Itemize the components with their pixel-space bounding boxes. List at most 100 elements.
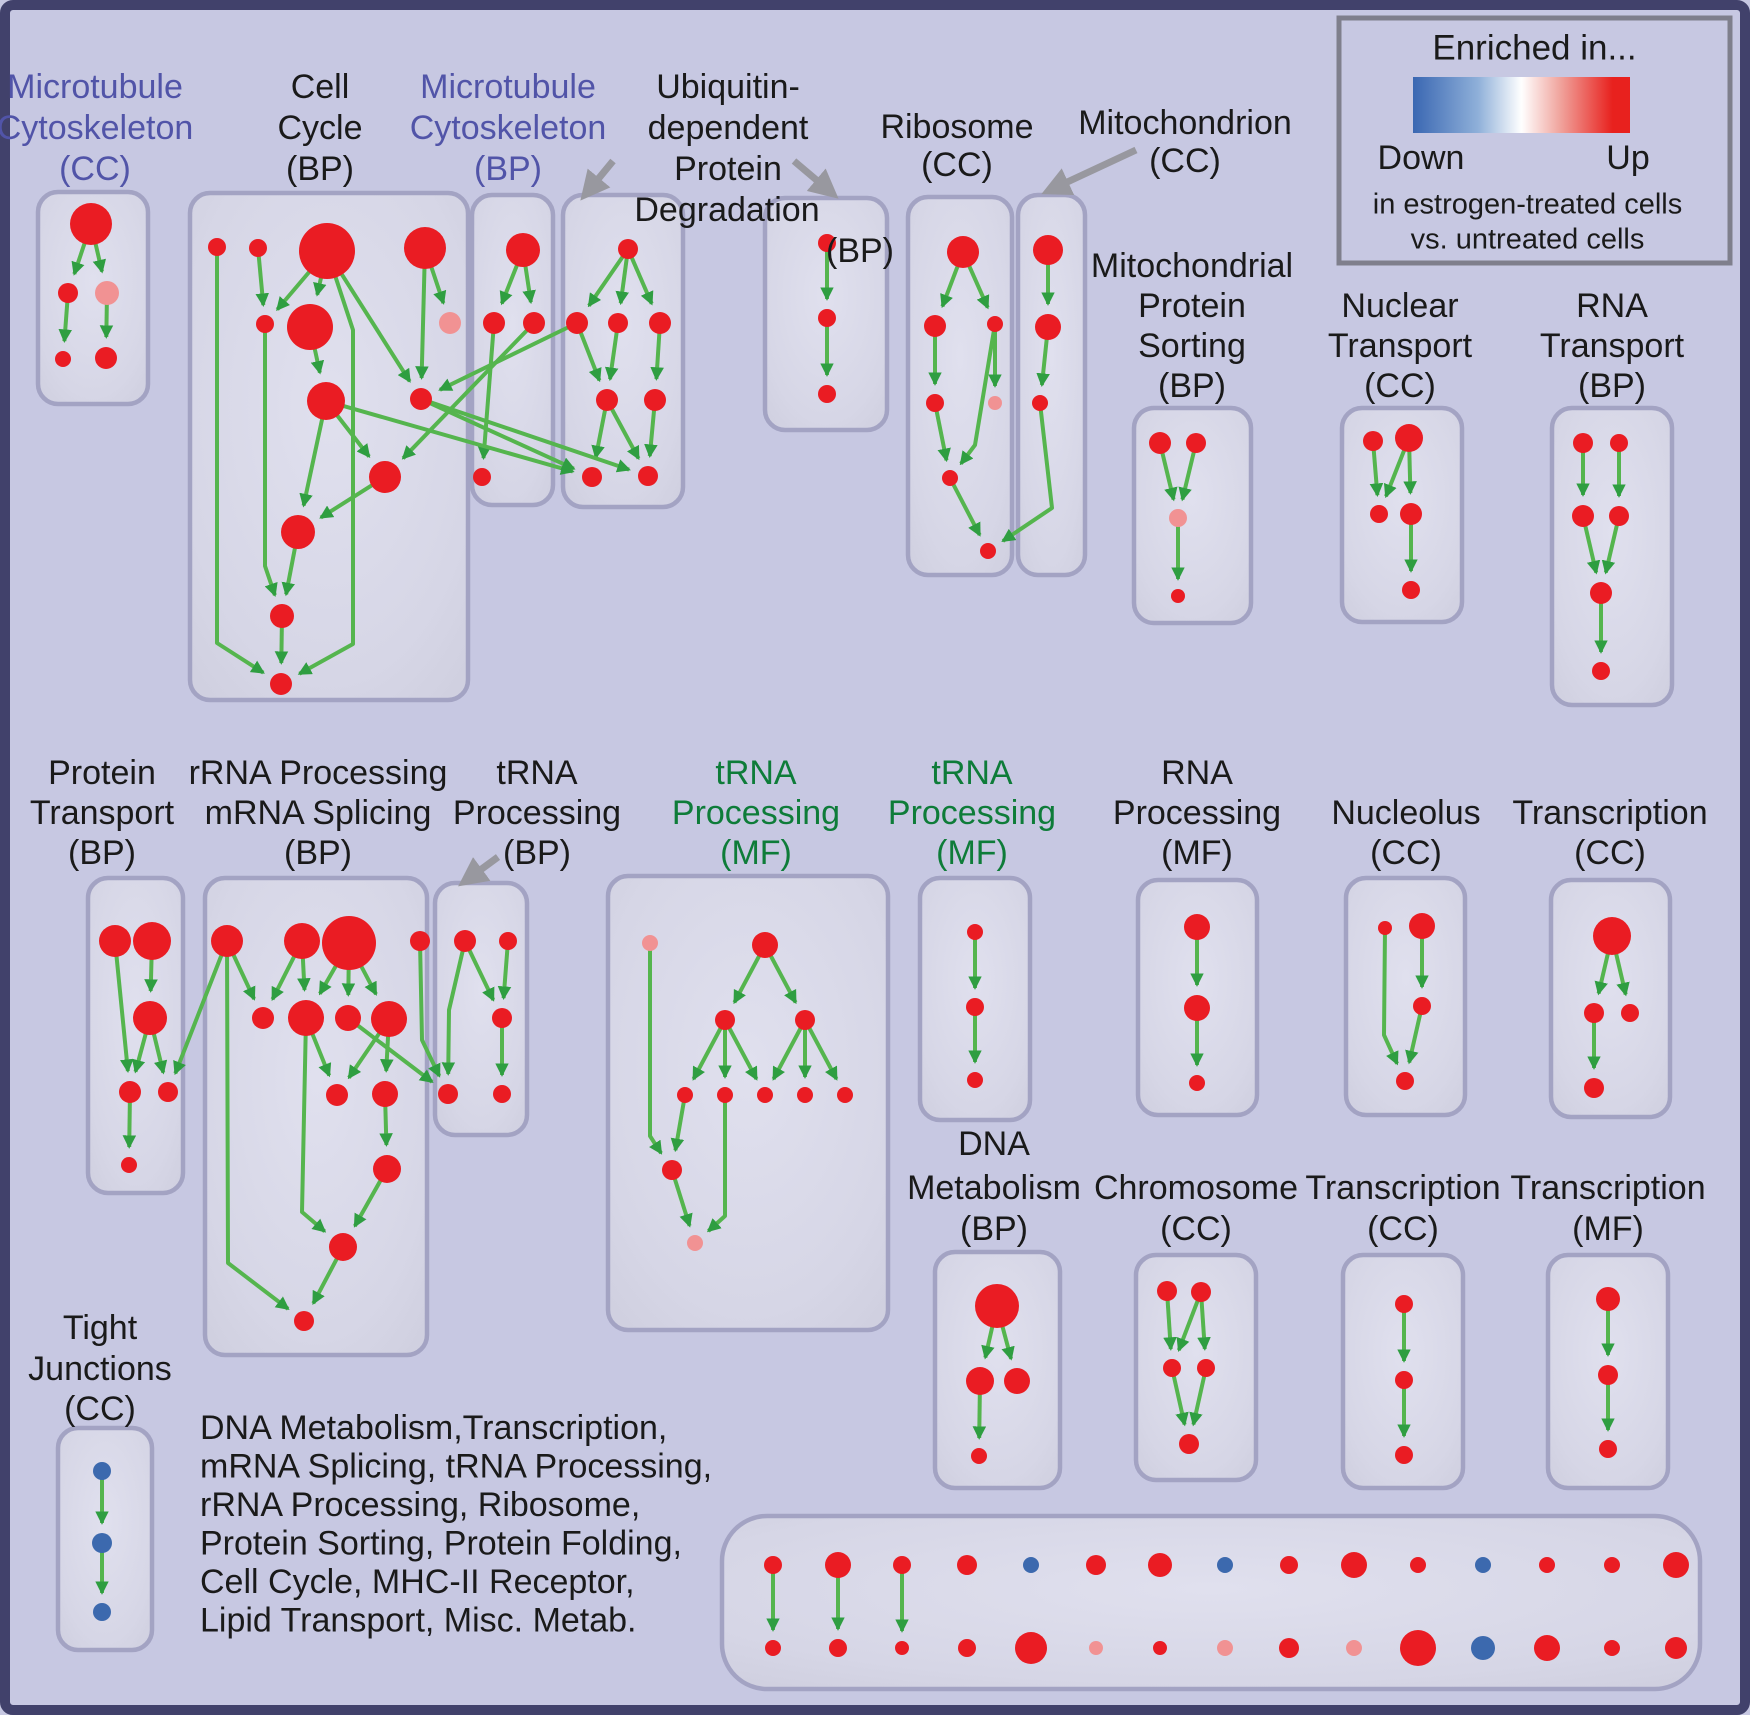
edge-trna-processing-mf-1-B1-L [670,1094,687,1153]
node-ubiquitin-degradation-2-v3 [818,385,836,403]
node-protein-transport-mid [133,1001,167,1035]
node-rna-transport-A [1573,433,1593,453]
cross-edge-4 [401,321,536,460]
cross-edge-5 [346,1016,434,1084]
cluster-label-tight-junctions-line3: (CC) [64,1390,136,1428]
node-trna-processing-mf-1-L [662,1160,682,1180]
node-mixed-terms-p6-top [1148,1553,1172,1577]
cluster-label-trna-processing-bp-line3: (BP) [503,834,571,872]
node-mixed-terms-p4-top [1023,1557,1039,1573]
cluster-label-ubiquitin-degradation-line5: (BP) [826,232,894,270]
legend-subline1: in estrogen-treated cells [1373,189,1683,221]
node-cell-cycle-n8 [307,382,345,420]
cluster-box-rrna-processing-mrna-splicing [202,875,430,1358]
node-transcription-cc-row2-R [1621,1004,1639,1022]
edge-ubiquitin-degradation-bL-cR [605,399,641,461]
node-protein-transport-lo1 [119,1081,141,1103]
node-nucleolus-B [1409,913,1435,939]
note-text-line2: mRNA Splicing, tRNA Processing, [200,1447,712,1485]
edge-cell-cycle-n5-n12 [263,324,278,598]
cluster-label-microtubule-cc-line3: (CC) [59,150,131,188]
cluster-label-rna-transport-line1: RNA [1576,287,1648,325]
node-ubiquitin-degradation-cL [582,467,602,487]
cluster-box-ribosome [905,194,1015,578]
node-protein-transport-t2 [133,922,171,960]
cluster-label-cell-cycle-line3: (BP) [286,150,354,188]
node-mixed-terms-p13-bottom [1604,1640,1620,1656]
edge-nucleolus-A-D [1382,927,1399,1066]
edge-ribosome-L2-M [933,402,951,463]
node-ubiquitin-degradation-2-v1 [818,234,836,252]
node-mitochondrion-Mm [1035,314,1061,340]
node-ubiquitin-degradation-aM [608,313,628,333]
cluster-label-nuclear-transport-line3: (CC) [1364,367,1436,405]
cluster-label-transcription-cc-row2-line1: Transcription [1512,794,1707,832]
cluster-label-transcription-cc-row2-line2: (CC) [1574,834,1646,872]
node-nucleolus-C [1413,997,1431,1015]
node-rna-processing-mf-b [1184,995,1210,1021]
node-microtubule-bp-bt [473,468,491,486]
node-mixed-terms-p13-top [1604,1557,1620,1573]
node-nuclear-transport-D [1400,503,1422,525]
cluster-label-mitochondrial-protein-sorting-line4: (BP) [1158,367,1226,405]
cluster-label-trna-processing-mf-2-line3: (MF) [936,834,1008,872]
node-ribosome-big [947,236,979,268]
node-mixed-terms-p14-bottom [1665,1637,1687,1659]
cluster-label-rrna-processing-mrna-splicing-line1: rRNA Processing [189,754,448,792]
node-mixed-terms-p2-bottom [895,1641,909,1655]
edge-protein-transport-t1-lo1 [113,940,134,1073]
node-microtubule-cc-a [70,203,112,245]
node-trna-processing-mf-1-T [752,932,778,958]
edge-chromosome-ML-B [1170,1367,1189,1427]
cluster-label-tight-junctions-line2: Junctions [28,1350,172,1388]
cluster-label-protein-transport-line2: Transport [30,794,175,832]
node-microtubule-cc-e [95,347,117,369]
cluster-label-rna-processing-mf-line1: RNA [1161,754,1233,792]
cluster-label-ribosome-line2: (CC) [921,146,993,184]
node-transcription-cc-row3-a [1395,1295,1413,1313]
cluster-label-ribosome-line1: Ribosome [880,108,1033,146]
node-mixed-terms-p10-top [1410,1557,1426,1573]
cluster-label-dna-metabolism-line2: Metabolism [907,1169,1081,1207]
node-tight-junctions-a [93,1462,111,1480]
node-cell-cycle-n1 [208,238,226,256]
cluster-label-cell-cycle-line1: Cell [291,68,350,106]
cluster-box-trna-processing-mf-1 [605,873,891,1333]
cluster-label-transcription-mf-line2: (MF) [1572,1210,1644,1248]
node-trna-processing-bp-B [499,932,517,950]
node-microtubule-cc-d [55,351,71,367]
cluster-label-trna-processing-bp-line2: Processing [453,794,621,832]
cross-edge-6 [418,940,442,1078]
legend-gradient-bar [1413,77,1630,133]
node-mitochondrion-T [1033,235,1063,265]
node-mixed-terms-p9-top [1341,1552,1367,1578]
cluster-label-trna-processing-mf-2-line2: Processing [888,794,1056,832]
edge-trna-processing-bp-B-C [497,940,512,1000]
node-cell-cycle-n5 [256,315,274,333]
cluster-label-cell-cycle-line2: Cycle [277,109,362,147]
cluster-label-mitochondrial-protein-sorting-line1: Mitochondrial [1091,247,1293,285]
node-chromosome-TR [1191,1282,1211,1302]
node-rna-transport-E [1590,582,1612,604]
node-cell-cycle-n3 [299,223,355,279]
cluster-box-microtubule-cc [35,189,151,407]
node-protein-transport-bt [121,1157,137,1173]
legend-down-label: Down [1378,139,1465,177]
cluster-label-dna-metabolism-line1: DNA [958,1125,1030,1163]
node-mixed-terms-p12-bottom [1534,1635,1560,1661]
node-ubiquitin-degradation-bR [644,389,666,411]
node-trna-processing-mf-1-B1 [677,1087,693,1103]
node-dna-metabolism-B [971,1448,987,1464]
node-chromosome-TL [1157,1281,1177,1301]
node-rna-transport-C [1572,505,1594,527]
node-rrna-processing-mrna-splicing-l1 [326,1084,348,1106]
node-transcription-mf-a [1596,1287,1620,1311]
node-microtubule-bp-big [506,233,540,267]
cluster-box-nucleolus [1343,875,1468,1118]
node-microtubule-cc-c [95,281,119,305]
node-rrna-processing-mrna-splicing-bt [294,1311,314,1331]
note-text-line5: Cell Cycle, MHC-II Receptor, [200,1563,635,1601]
